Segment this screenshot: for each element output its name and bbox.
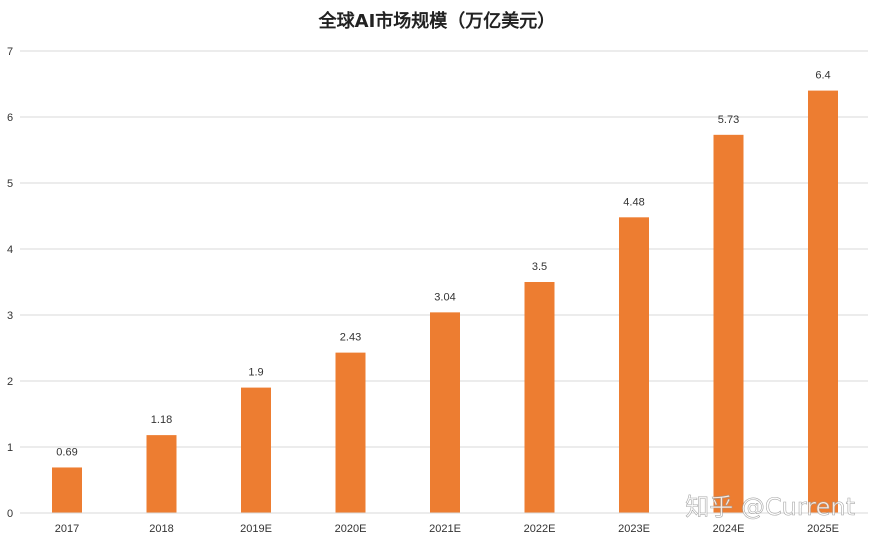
bar	[524, 282, 555, 513]
bar	[52, 467, 82, 513]
y-tick-label: 1	[7, 442, 13, 454]
bar	[808, 90, 838, 513]
x-tick-label: 2021E	[429, 523, 461, 535]
x-axis-ticks: 2017 2018 2019E 2020E 2021E 2022E 2023E 2024E 20…	[55, 523, 839, 535]
x-tick-label: 2023E	[618, 523, 650, 535]
bar	[146, 435, 177, 513]
y-tick-label: 5	[7, 178, 13, 190]
data-label: 3.5	[532, 261, 547, 273]
data-label: 5.73	[718, 114, 739, 126]
data-label: 0.69	[56, 446, 77, 458]
x-tick-label: 2025E	[807, 523, 839, 535]
data-label: 4.48	[623, 196, 644, 208]
data-label: 2.43	[340, 332, 361, 344]
bar	[430, 312, 460, 513]
data-label: 1.9	[248, 367, 263, 379]
data-labels: 0.69 1.18 1.9 2.43 3.04 3.5 4.48 5.73 6.4	[56, 70, 830, 459]
x-tick-label: 2018	[149, 523, 173, 535]
bar	[713, 134, 744, 513]
y-tick-label: 6	[7, 112, 13, 124]
y-axis-ticks: 0 1 2 3 4 5 6 7	[7, 46, 13, 520]
bar	[335, 352, 366, 513]
y-tick-label: 7	[7, 46, 13, 58]
y-tick-label: 0	[7, 508, 13, 520]
data-label: 1.18	[151, 414, 172, 426]
bar	[619, 217, 649, 513]
bars	[52, 90, 838, 513]
bar	[241, 387, 271, 513]
y-tick-label: 2	[7, 376, 13, 388]
chart-title: 全球AI市场规模（万亿美元）	[318, 10, 556, 32]
watermark: 知乎 @Current	[685, 493, 855, 521]
x-tick-label: 2019E	[240, 523, 272, 535]
data-label: 3.04	[434, 291, 455, 303]
x-tick-label: 2017	[55, 523, 79, 535]
y-tick-label: 4	[7, 244, 13, 256]
x-tick-label: 2020E	[335, 523, 367, 535]
x-tick-label: 2022E	[524, 523, 556, 535]
data-label: 6.4	[815, 70, 830, 82]
y-tick-label: 3	[7, 310, 13, 322]
x-tick-label: 2024E	[713, 523, 745, 535]
